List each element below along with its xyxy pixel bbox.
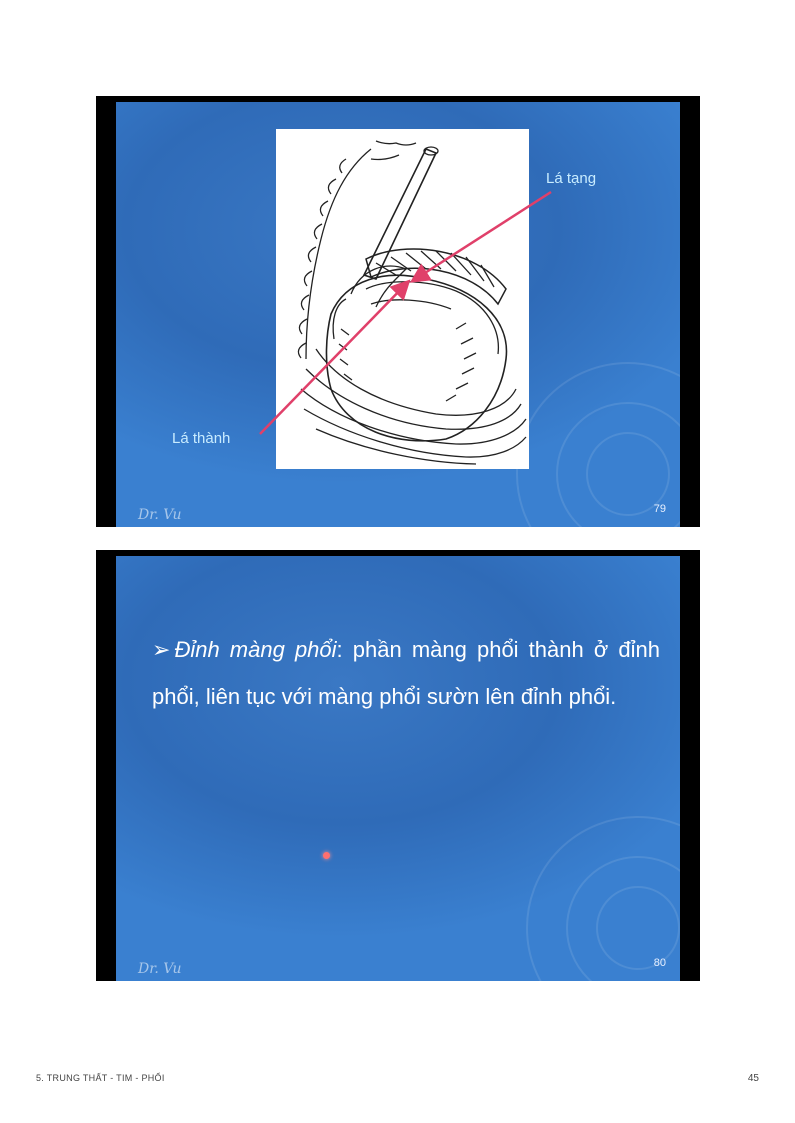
term-pleural-apex: Đỉnh màng phổi — [174, 637, 336, 662]
slide-79: Lá tạng Lá thành Dr. Vu 79 — [96, 96, 700, 527]
laser-pointer-dot — [323, 852, 330, 859]
slide-body-text: ➢ Đỉnh màng phổi: phần màng phổi thành ở … — [152, 626, 660, 720]
decorative-ring — [596, 886, 680, 970]
footer-page-number: 45 — [748, 1073, 759, 1084]
pericardium-illustration — [276, 129, 529, 469]
slide-80: ➢ Đỉnh màng phổi: phần màng phổi thành ở … — [96, 550, 700, 981]
footer-section-title: 5. TRUNG THẤT - TIM - PHỔI — [36, 1073, 165, 1083]
label-parietal-layer: Lá thành — [172, 430, 230, 447]
slide-number: 80 — [654, 957, 666, 969]
slide-signature: Dr. Vu — [138, 507, 182, 523]
slide-signature: Dr. Vu — [138, 961, 182, 977]
label-visceral-layer: Lá tạng — [546, 170, 596, 187]
slide-80-background: ➢ Đỉnh màng phổi: phần màng phổi thành ở … — [116, 556, 680, 981]
slide-number: 79 — [654, 503, 666, 515]
slide-79-background: Lá tạng Lá thành Dr. Vu 79 — [116, 102, 680, 527]
bullet-arrow-icon: ➢ — [152, 637, 170, 662]
pericardium-drawing-icon — [276, 129, 529, 469]
